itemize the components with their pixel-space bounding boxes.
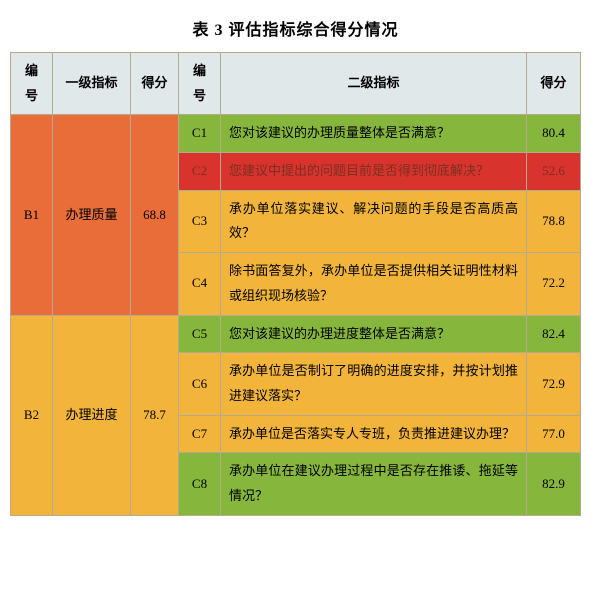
header-score2: 得分 (527, 53, 581, 115)
row-code: C7 (179, 415, 221, 453)
header-level1: 一级指标 (53, 53, 131, 115)
row-code: C5 (179, 315, 221, 353)
group-name: 办理进度 (53, 315, 131, 515)
row-score: 72.2 (527, 253, 581, 315)
row-code: C8 (179, 453, 221, 515)
row-score: 72.9 (527, 353, 581, 415)
row-code: C3 (179, 190, 221, 252)
row-question: 承办单位是否落实专人专班，负责推进建议办理？ (221, 415, 527, 453)
row-score: 77.0 (527, 415, 581, 453)
row-question: 承办单位是否制订了明确的进度安排，并按计划推进建议落实？ (221, 353, 527, 415)
row-question: 您建议中提出的问题目前是否得到彻底解决？ (221, 153, 527, 191)
group-score: 68.8 (131, 115, 179, 315)
row-question: 承办单位在建议办理过程中是否存在推诿、拖延等情况？ (221, 453, 527, 515)
group-code: B1 (11, 115, 53, 315)
score-table: 编号 一级指标 得分 编号 二级指标 得分 B1办理质量68.8C1您对该建议的… (10, 52, 581, 516)
row-score: 82.9 (527, 453, 581, 515)
row-code: C2 (179, 153, 221, 191)
table-row: B1办理质量68.8C1您对该建议的办理质量整体是否满意？80.4 (11, 115, 581, 153)
row-score: 78.8 (527, 190, 581, 252)
header-code: 编号 (11, 53, 53, 115)
row-score: 52.6 (527, 153, 581, 191)
row-score: 82.4 (527, 315, 581, 353)
row-score: 80.4 (527, 115, 581, 153)
row-code: C6 (179, 353, 221, 415)
table-row: B2办理进度78.7C5您对该建议的办理进度整体是否满意？82.4 (11, 315, 581, 353)
header-score: 得分 (131, 53, 179, 115)
group-code: B2 (11, 315, 53, 515)
row-code: C4 (179, 253, 221, 315)
group-name: 办理质量 (53, 115, 131, 315)
table-body: B1办理质量68.8C1您对该建议的办理质量整体是否满意？80.4C2您建议中提… (11, 115, 581, 515)
row-code: C1 (179, 115, 221, 153)
header-level2: 二级指标 (221, 53, 527, 115)
row-question: 您对该建议的办理进度整体是否满意？ (221, 315, 527, 353)
header-code2: 编号 (179, 53, 221, 115)
row-question: 承办单位落实建议、解决问题的手段是否高质高效？ (221, 190, 527, 252)
row-question: 除书面答复外，承办单位是否提供相关证明性材料或组织现场核验？ (221, 253, 527, 315)
table-header-row: 编号 一级指标 得分 编号 二级指标 得分 (11, 53, 581, 115)
group-score: 78.7 (131, 315, 179, 515)
table-title: 表 3 评估指标综合得分情况 (10, 16, 581, 40)
row-question: 您对该建议的办理质量整体是否满意？ (221, 115, 527, 153)
